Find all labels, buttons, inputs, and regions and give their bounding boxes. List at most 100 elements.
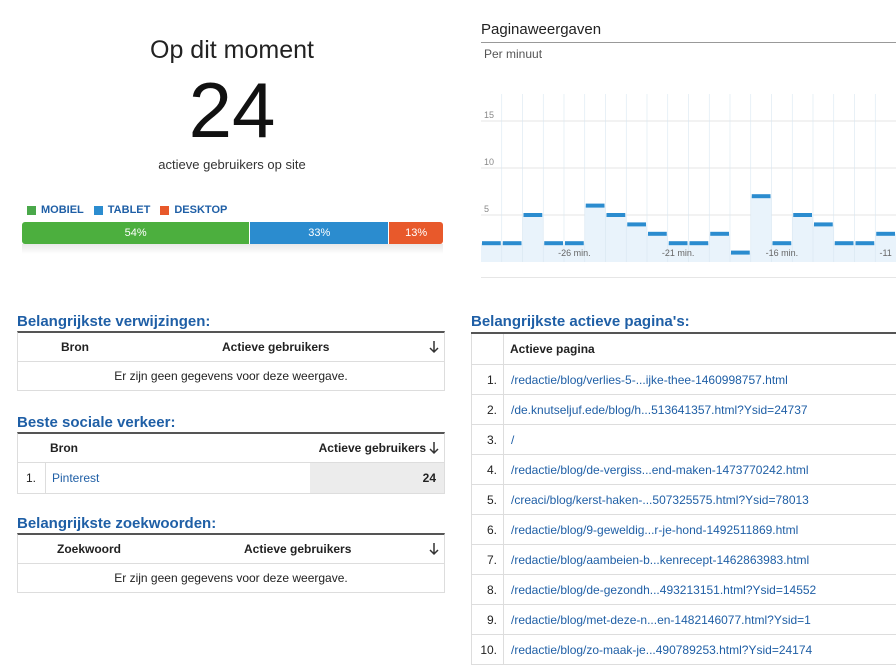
legend-label-tablet: TABLET xyxy=(107,204,151,216)
legend-item-mobile: MOBIEL xyxy=(27,204,84,216)
active-page-link[interactable]: /redactie/blog/zo-maak-je...490789253.ht… xyxy=(511,642,813,657)
table-row: 7. /redactie/blog/aambeien-b...kenrecept-… xyxy=(471,545,896,575)
chart-bar xyxy=(876,231,895,236)
legend-swatch-desktop xyxy=(160,205,170,215)
chart-bar xyxy=(585,203,605,208)
table-row: 4. /redactie/blog/de-vergiss...end-maken-… xyxy=(471,455,896,485)
row-number: 9. xyxy=(472,605,504,634)
active-page-link[interactable]: /redactie/blog/de-gezondh...493213151.ht… xyxy=(511,582,817,597)
device-legend: MOBIEL TABLET DESKTOP xyxy=(27,204,227,216)
table-row: 2. /de.knutseljuf.ede/blog/h...513641357.… xyxy=(471,395,896,425)
keywords-table-header: Zoekwoord Actieve gebruikers xyxy=(18,535,444,564)
chart-bar xyxy=(731,250,750,255)
active-page-link[interactable]: /redactie/blog/met-deze-n...en-148214607… xyxy=(511,612,811,627)
col-header-active-users[interactable]: Actieve gebruikers xyxy=(222,340,330,354)
row-number: 3. xyxy=(472,425,504,454)
x-tick-label: -11 xyxy=(879,248,891,258)
table-row: 10. /redactie/blog/zo-maak-je...490789253… xyxy=(471,635,896,665)
chart-bar xyxy=(689,241,709,246)
row-number: 1. xyxy=(18,463,46,493)
legend-item-tablet: TABLET xyxy=(93,204,151,216)
chart-bar xyxy=(834,241,854,246)
active-users-count: 24 xyxy=(188,66,276,154)
legend-item-desktop: DESKTOP xyxy=(160,204,227,216)
chart-bar xyxy=(668,241,688,246)
row-number: 4. xyxy=(472,455,504,484)
row-number: 8. xyxy=(472,575,504,604)
active-page-link[interactable]: / xyxy=(511,432,515,447)
row-number: 5. xyxy=(472,485,504,514)
active-page-link[interactable]: /redactie/blog/verlies-5-...ijke-thee-14… xyxy=(511,372,788,387)
sort-arrow-down-icon[interactable] xyxy=(428,340,440,354)
table-row: 8. /redactie/blog/de-gezondh...493213151.… xyxy=(471,575,896,605)
table-row: 1. /redactie/blog/verlies-5-...ijke-thee-… xyxy=(471,365,896,395)
social-source-link[interactable]: Pinterest xyxy=(52,471,100,485)
social-table: Bron Actieve gebruikers 1. Pinterest 24 xyxy=(17,432,445,494)
chart-bar xyxy=(565,241,584,246)
social-heading: Beste sociale verkeer: xyxy=(17,414,176,431)
chart-bar xyxy=(751,194,771,199)
chart-bar xyxy=(606,213,626,217)
legend-swatch-mobile xyxy=(27,205,36,215)
device-share-bar: 54% 33% 13% xyxy=(22,222,443,244)
chart-bar xyxy=(814,222,833,227)
table-row: 1. Pinterest 24 xyxy=(18,463,444,493)
row-number: 10. xyxy=(472,635,504,664)
keywords-heading: Belangrijkste zoekwoorden: xyxy=(17,515,217,532)
table-row: 5. /creaci/blog/kerst-haken-...507325575.… xyxy=(471,485,896,515)
chart-bar xyxy=(482,241,501,246)
keywords-empty-message: Er zijn geen gegevens voor deze weergave… xyxy=(114,571,348,585)
active-page-link[interactable]: /redactie/blog/aambeien-b...kenrecept-14… xyxy=(511,552,810,567)
referrals-empty-message: Er zijn geen gegevens voor deze weergave… xyxy=(114,369,348,383)
device-segment-tablet[interactable]: 33% xyxy=(249,222,389,244)
chart-bar xyxy=(710,231,729,236)
row-number: 2. xyxy=(472,395,504,424)
pageviews-title: Paginaweergaven xyxy=(481,21,602,38)
row-number: 1. xyxy=(472,365,504,394)
table-row: 9. /redactie/blog/met-deze-n...en-1482146… xyxy=(471,605,896,635)
col-header-source[interactable]: Bron xyxy=(50,441,78,455)
y-tick-label: 15 xyxy=(484,110,494,120)
social-table-header: Bron Actieve gebruikers xyxy=(18,434,444,463)
social-active-users: 24 xyxy=(310,463,444,493)
device-bar-reflection xyxy=(22,244,443,254)
chart-bar xyxy=(855,241,875,246)
table-row: 3. / xyxy=(471,425,896,455)
row-number: 7. xyxy=(472,545,504,574)
chart-bar xyxy=(544,241,563,246)
legend-swatch-tablet xyxy=(93,205,103,215)
table-row: 6. /redactie/blog/9-geweldig...r-je-hond-… xyxy=(471,515,896,545)
now-panel: Op dit moment 24 actieve gebruikers op s… xyxy=(20,20,444,172)
pages-heading: Belangrijkste actieve pagina's: xyxy=(471,313,690,330)
y-tick-label: 10 xyxy=(484,157,494,167)
x-tick-label: -26 min. xyxy=(558,248,591,258)
device-segment-desktop[interactable]: 13% xyxy=(388,222,443,244)
chart-bar xyxy=(502,241,522,246)
active-page-link[interactable]: /de.knutseljuf.ede/blog/h...513641357.ht… xyxy=(511,402,808,417)
now-title: Op dit moment xyxy=(150,36,314,64)
x-tick-label: -21 min. xyxy=(662,248,695,258)
sort-arrow-down-icon[interactable] xyxy=(428,441,440,455)
col-header-active-page[interactable]: Actieve pagina xyxy=(510,342,595,356)
sort-arrow-down-icon[interactable] xyxy=(428,542,440,556)
y-tick-label: 5 xyxy=(484,204,489,214)
chart-bar xyxy=(648,231,667,236)
pageviews-subtitle: Per minuut xyxy=(484,47,543,61)
active-page-link[interactable]: /creaci/blog/kerst-haken-...507325575.ht… xyxy=(511,492,809,507)
active-page-link[interactable]: /redactie/blog/de-vergiss...end-maken-14… xyxy=(511,462,809,477)
col-header-keyword[interactable]: Zoekwoord xyxy=(57,542,122,556)
col-header-source[interactable]: Bron xyxy=(61,340,89,354)
col-header-active-users[interactable]: Actieve gebruikers xyxy=(318,441,426,455)
device-segment-mobile[interactable]: 54% xyxy=(22,222,250,244)
active-pages-table: Actieve pagina 1. /redactie/blog/verlies-… xyxy=(471,332,896,665)
legend-label-mobile: MOBIEL xyxy=(41,204,84,216)
col-header-index xyxy=(472,334,504,364)
referrals-table-header: Bron Actieve gebruikers xyxy=(18,333,444,362)
active-users-subtitle: actieve gebruikers op site xyxy=(158,157,306,172)
chart-bar xyxy=(793,213,812,217)
active-page-link[interactable]: /redactie/blog/9-geweldig...r-je-hond-14… xyxy=(511,522,799,537)
referrals-table: Bron Actieve gebruikers Er zijn geen geg… xyxy=(17,331,445,391)
pageviews-divider xyxy=(481,42,896,43)
pages-table-header: Actieve pagina xyxy=(471,334,896,365)
col-header-active-users[interactable]: Actieve gebruikers xyxy=(244,542,352,556)
